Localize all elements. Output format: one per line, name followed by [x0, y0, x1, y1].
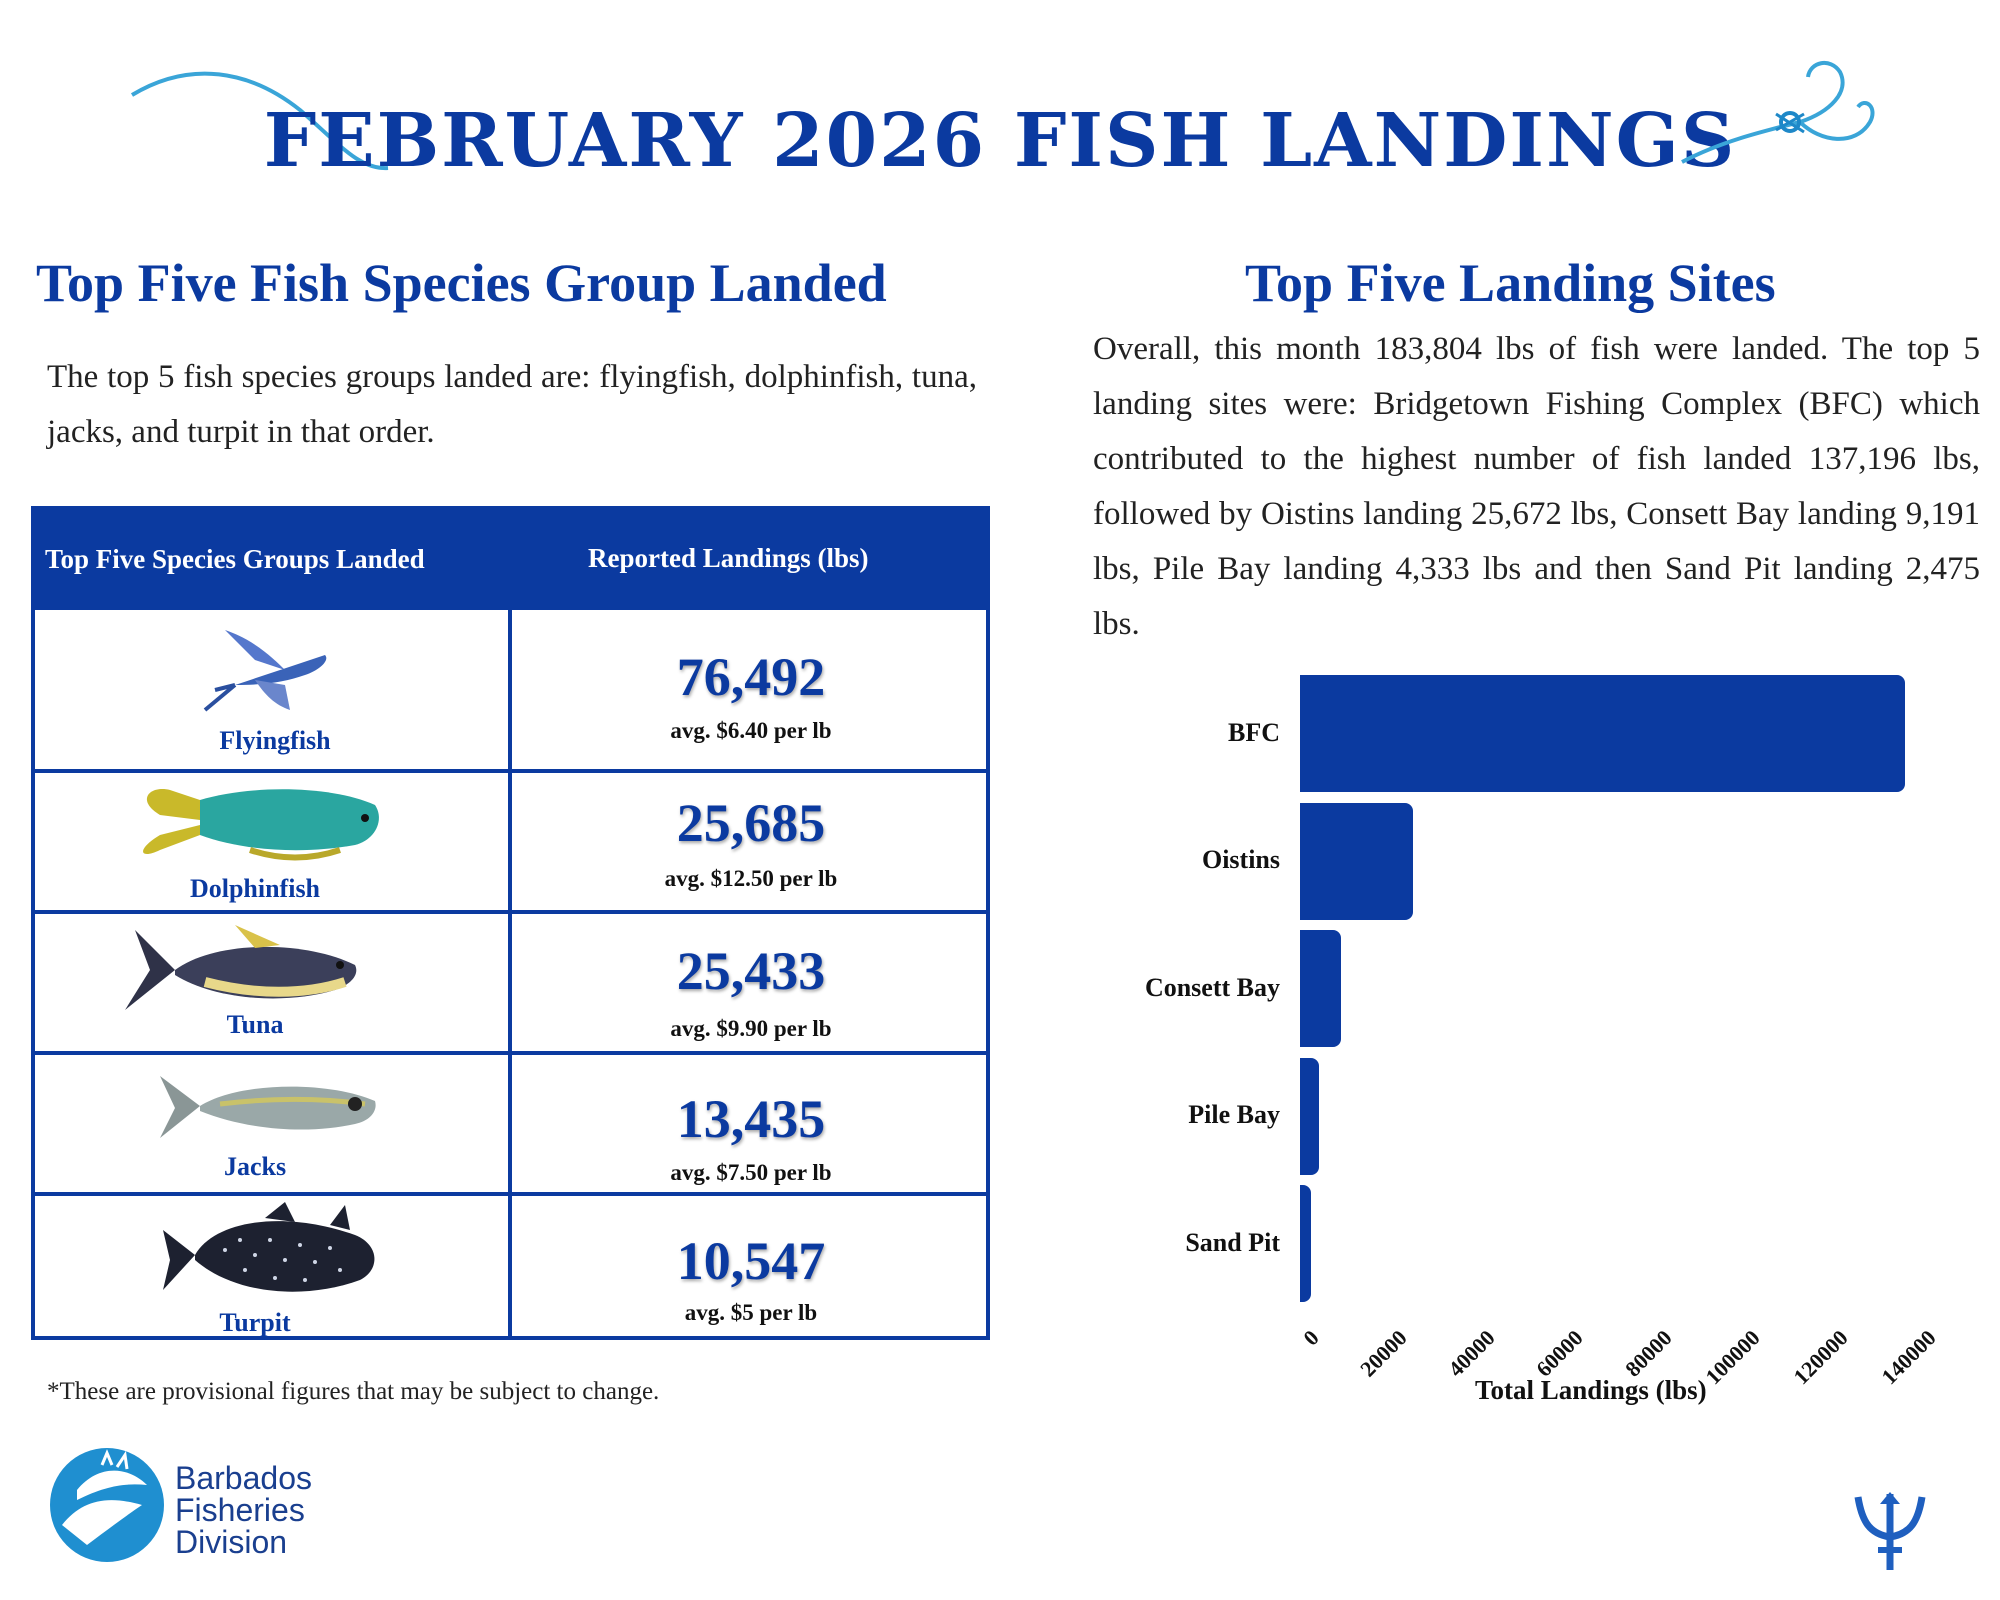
row-divider	[35, 1192, 986, 1196]
bar-category-label: Oistins	[1201, 845, 1280, 874]
table-header-landings: Reported Landings (lbs)	[588, 543, 869, 573]
bar-category-label: Pile Bay	[1188, 1100, 1280, 1129]
flyingfish-image	[203, 630, 327, 712]
fishing-line-icon	[130, 71, 389, 171]
row-divider	[35, 1051, 986, 1055]
landings-value: 10,547	[676, 1231, 826, 1291]
bar-category-label: Consett Bay	[1144, 972, 1280, 1002]
species-table: Top Five Species Groups Landed Reported …	[31, 506, 990, 1340]
fishing-hook-icon	[1681, 61, 1875, 164]
sites-summary: Overall, this month 183,804 lbs of fish …	[1093, 331, 1980, 642]
jacks-image	[160, 1076, 376, 1138]
species-name: Tuna	[226, 1010, 284, 1039]
page-title: FEBRUARY 2026 FISH LANDINGS	[263, 98, 1737, 184]
x-tick-label: 0	[1298, 1325, 1324, 1351]
row-divider	[35, 769, 986, 773]
chart-bar	[1300, 1057, 1320, 1175]
fisheries-logo-icon	[50, 1448, 164, 1562]
avg-price: avg. $9.90 per lb	[670, 1016, 832, 1041]
table-header-species: Top Five Species Groups Landed	[45, 544, 425, 574]
x-tick-label: 100000	[1700, 1325, 1765, 1390]
chart-bar	[1300, 930, 1341, 1047]
table-header: Top Five Species Groups Landed Reported …	[35, 510, 986, 610]
x-tick-label: 80000	[1619, 1325, 1677, 1382]
species-section-title: Top Five Fish Species Group Landed	[36, 253, 887, 313]
bar-category-label: BFC	[1228, 717, 1280, 747]
landings-value: 13,435	[676, 1089, 826, 1149]
logo-line-1: Barbados	[175, 1460, 312, 1496]
species-name: Jacks	[223, 1152, 287, 1181]
avg-price: avg. $6.40 per lb	[670, 718, 832, 743]
bar-category-label: Sand Pit	[1185, 1227, 1280, 1257]
tuna-image	[125, 925, 357, 1010]
dolphinfish-image	[143, 789, 379, 861]
x-axis-label: Total Landings (lbs)	[1475, 1375, 1707, 1405]
avg-price: avg. $7.50 per lb	[670, 1160, 832, 1185]
landings-value: 25,685	[676, 793, 826, 853]
landings-value: 76,492	[676, 647, 826, 707]
avg-price: avg. $12.50 per lb	[664, 866, 838, 891]
trident-icon	[1854, 1492, 1926, 1570]
chart-bar	[1300, 1185, 1311, 1302]
sites-section-title: Top Five Landing Sites	[1245, 253, 1776, 313]
chart-bar	[1300, 802, 1414, 920]
provisional-footnote: *These are provisional figures that may …	[47, 1378, 660, 1405]
row-divider	[35, 910, 986, 914]
species-name: Flyingfish	[219, 726, 331, 755]
avg-price: avg. $5 per lb	[684, 1300, 818, 1325]
column-divider	[508, 610, 512, 1336]
logo-line-3: Division	[175, 1524, 288, 1560]
logo-line-2: Fisheries	[175, 1492, 305, 1528]
x-tick-label: 40000	[1443, 1325, 1500, 1382]
landings-value: 25,433	[676, 941, 826, 1001]
x-tick-label: 120000	[1788, 1325, 1853, 1390]
turpit-image	[163, 1202, 375, 1292]
species-summary: The top 5 fish species groups landed are…	[47, 359, 977, 450]
x-tick-label: 60000	[1531, 1325, 1589, 1382]
logo-text: Barbados Fisheries Division	[175, 1462, 312, 1558]
x-tick-label: 140000	[1876, 1325, 1941, 1390]
chart-bar	[1300, 675, 1905, 792]
species-name: Dolphinfish	[189, 874, 321, 903]
x-tick-label: 20000	[1355, 1325, 1412, 1382]
species-name: Turpit	[219, 1308, 291, 1337]
